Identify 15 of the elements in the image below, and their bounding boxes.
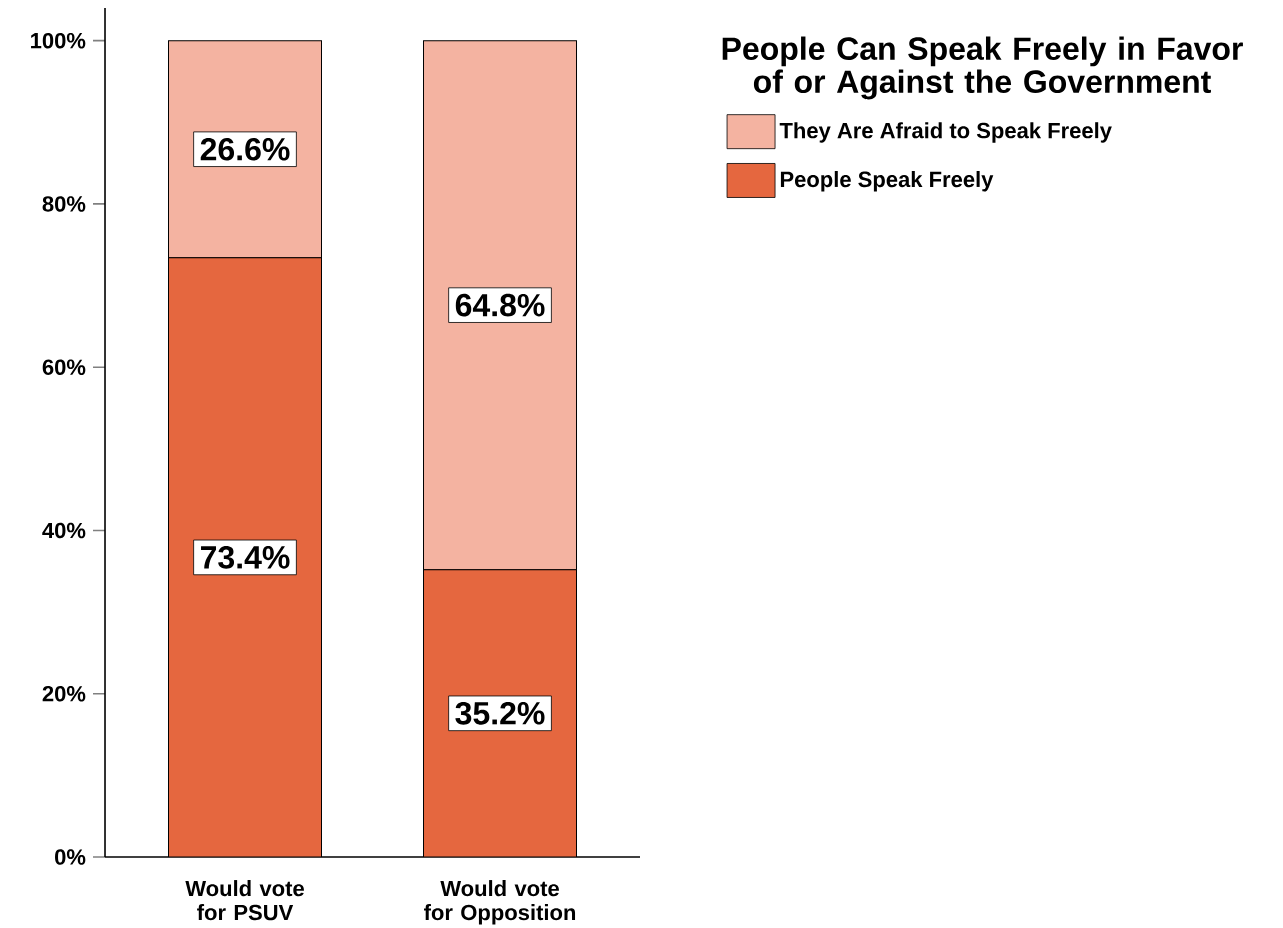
- data-label: 26.6%: [200, 137, 290, 161]
- legend-title: People Can Speak Freely in Favor of or Against the Government: [722, 36, 1243, 100]
- data-label: 73.4%: [201, 546, 290, 569]
- y-tick-label: 100%: [31, 32, 86, 49]
- y-tick-label: 80%: [42, 196, 86, 212]
- x-tick-label: Would vote for Opposition: [424, 880, 576, 925]
- data-label: 35.2%: [455, 701, 545, 725]
- legend-label: They Are Afraid to Speak Freely: [779, 122, 1112, 143]
- y-tick-label: 20%: [42, 685, 86, 702]
- x-tick-label: Would vote for PSUV: [185, 880, 304, 921]
- y-tick-label: 40%: [42, 522, 86, 539]
- y-tick-label: 60%: [42, 359, 86, 375]
- data-label: 64.8%: [455, 293, 545, 317]
- y-tick-label: 0%: [55, 849, 86, 865]
- legend-label: People Speak Freely: [780, 171, 994, 192]
